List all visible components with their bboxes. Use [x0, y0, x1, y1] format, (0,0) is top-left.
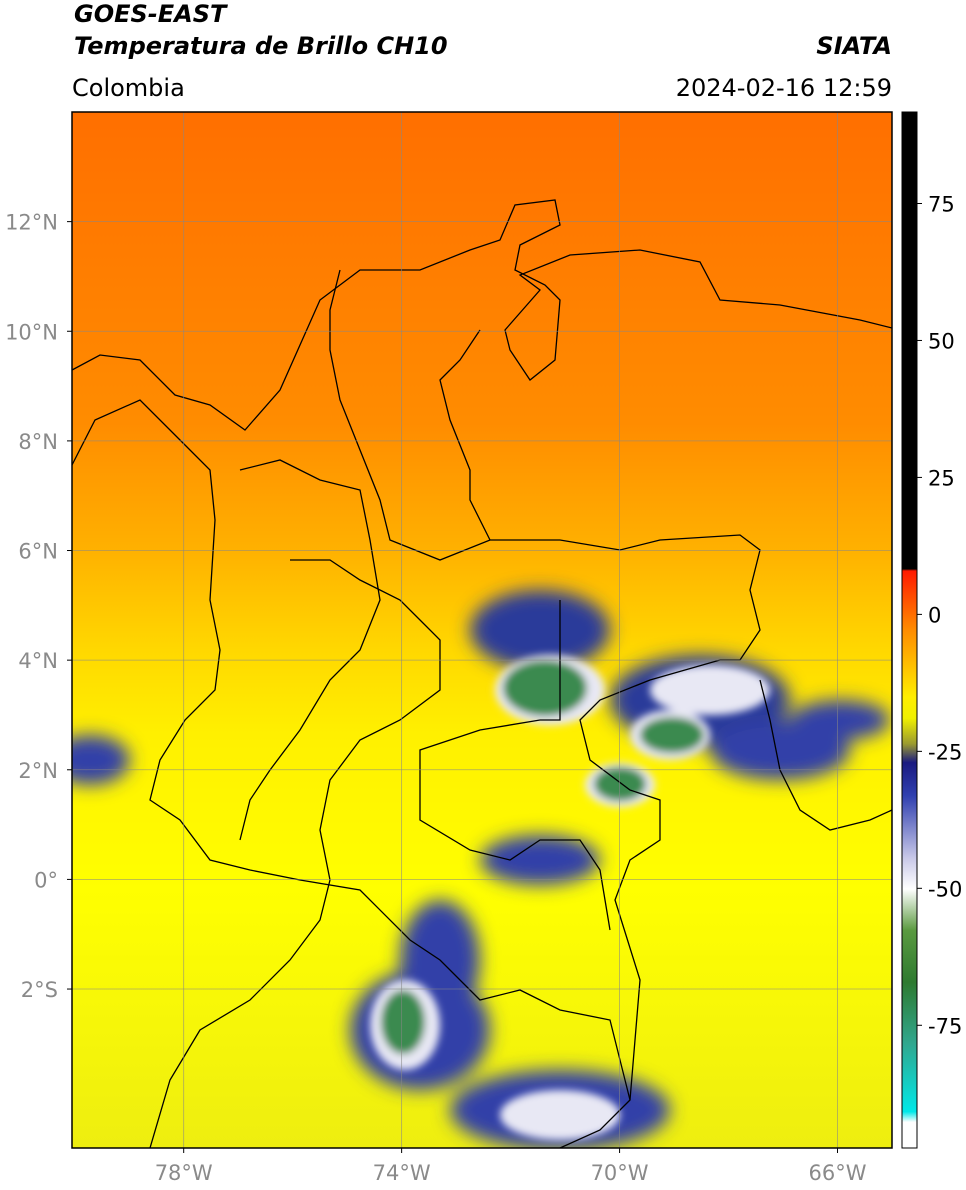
- colorbar-tick-label: 25: [928, 466, 955, 490]
- lat-tick-label: 8°N: [18, 430, 58, 454]
- colorbar: [901, 111, 918, 1149]
- lon-tick-label: 66°W: [809, 1161, 867, 1185]
- colorbar-tick-label: 0: [928, 603, 941, 627]
- lat-tick-label: 2°N: [18, 759, 58, 783]
- lon-tick-label: 70°W: [591, 1161, 649, 1185]
- colorbar-tick-label: -50: [928, 877, 962, 901]
- region: Colombia: [72, 74, 185, 102]
- lat-tick-label: 4°N: [18, 649, 58, 673]
- lat-tick-label: 12°N: [5, 211, 58, 235]
- lon-tick-label: 74°W: [373, 1161, 431, 1185]
- lat-tick-label: 10°N: [5, 320, 58, 344]
- lat-tick-label: 6°N: [18, 540, 58, 564]
- cloud-cores: [370, 655, 770, 1140]
- lat-tick-label: 2°S: [21, 978, 58, 1002]
- lat-tick-label: 0°: [34, 868, 58, 892]
- lon-tick-label: 78°W: [155, 1161, 213, 1185]
- title: GOES-EAST: [74, 0, 228, 28]
- datetime: 2024-02-16 12:59: [676, 74, 892, 102]
- subtitle: Temperatura de Brillo CH10: [74, 32, 448, 60]
- borders: [72, 199, 892, 1148]
- map-frame: [71, 111, 893, 1149]
- colorbar-tick-label: 75: [928, 192, 955, 216]
- colorbar-tick-label: -75: [928, 1014, 962, 1038]
- map: [72, 112, 892, 1148]
- grid: [72, 112, 892, 1148]
- source: SIATA: [816, 32, 892, 60]
- colorbar-tick-label: 50: [928, 329, 955, 353]
- colorbar-tick-label: -25: [928, 740, 962, 764]
